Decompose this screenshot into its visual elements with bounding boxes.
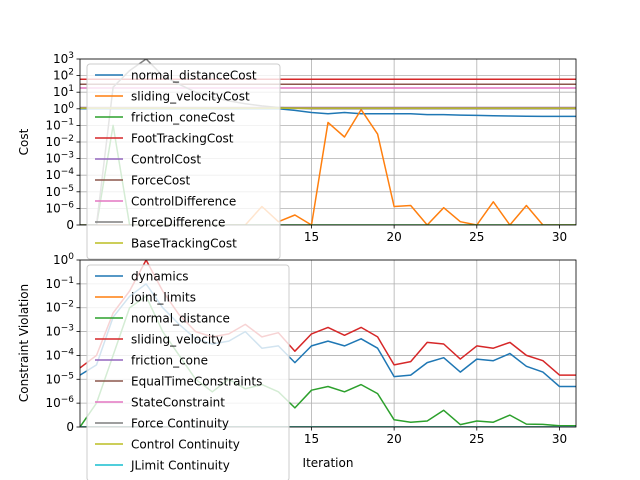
- x-tick-label: 15: [304, 432, 319, 446]
- y-tick-label: 0: [66, 420, 74, 434]
- legend-label: ForceDifference: [131, 216, 225, 230]
- x-tick-label: 15: [304, 230, 319, 244]
- legend-label: FootTrackingCost: [131, 132, 234, 146]
- legend-label: normal_distance: [131, 312, 230, 326]
- legend-label: ForceCost: [131, 174, 190, 188]
- constraint-y-axis-label: Constraint Violation: [17, 284, 31, 402]
- x-tick-label: 30: [552, 432, 567, 446]
- legend-box: [86, 63, 281, 260]
- legend-label: friction_coneCost: [131, 111, 235, 125]
- x-tick-label: 25: [469, 230, 484, 244]
- legend-label: ControlDifference: [131, 195, 236, 209]
- legend-box: [86, 264, 290, 480]
- x-tick-label: 20: [386, 432, 401, 446]
- x-tick-label: 20: [386, 230, 401, 244]
- legend-label: EqualTimeConstraints: [131, 375, 262, 389]
- series-line-sliding-velocitycost: [80, 108, 576, 225]
- legend-label: BaseTrackingCost: [131, 237, 237, 251]
- cost-legend: normal_distanceCost sliding_velocityCostf…: [86, 63, 281, 260]
- legend-label: ControlCost: [131, 153, 201, 167]
- x-tick-label: 30: [552, 230, 567, 244]
- constraint-legend: dynamics joint_limits normal_distanceslidi…: [86, 264, 290, 480]
- legend-label: dynamics: [131, 270, 189, 284]
- legend-label: joint_limits: [130, 291, 196, 305]
- constraint-x-axis-label: Iteration: [303, 456, 354, 470]
- constraint-axes-frame: [79, 259, 577, 428]
- cost-axes: 15 20 25 30010−610−510−410−310−210−11001011…: [17, 51, 577, 260]
- legend-label: Force Continuity: [131, 417, 229, 431]
- x-tick-label: 25: [469, 432, 484, 446]
- legend-label: normal_distanceCost: [131, 69, 257, 83]
- legend-label: StateConstraint: [131, 396, 225, 410]
- legend-label: friction_cone: [131, 354, 208, 368]
- cost-y-axis-label: Cost: [17, 128, 31, 155]
- y-tick-label: 0: [66, 218, 74, 232]
- legend-label: sliding_velocity: [131, 333, 223, 347]
- legend-label: JLimit Continuity: [130, 459, 230, 473]
- legend-label: Control Continuity: [131, 438, 240, 452]
- legend-label: sliding_velocityCost: [131, 90, 250, 104]
